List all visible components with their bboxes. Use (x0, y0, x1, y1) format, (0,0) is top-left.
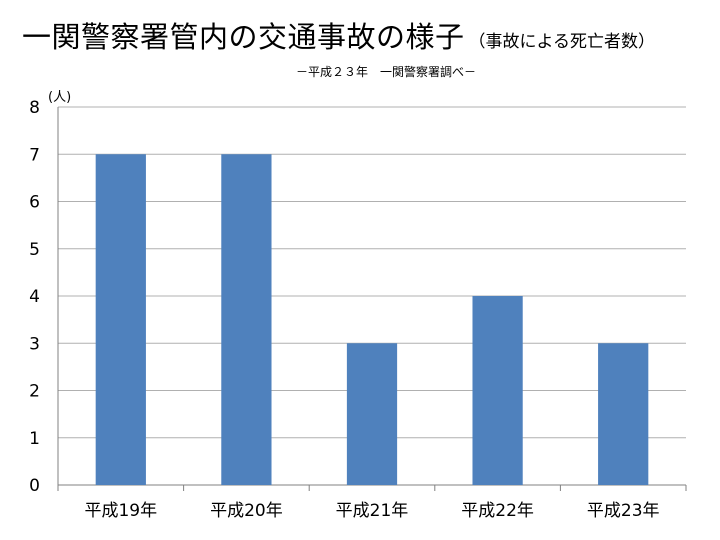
y-axis-unit: (人) (48, 90, 72, 105)
bar (598, 343, 649, 485)
chart-subtitle: －平成２３年 一関警察署調べ－ (296, 65, 477, 79)
x-tick-label: 平成20年 (210, 501, 283, 521)
bar (346, 343, 398, 485)
x-tick-label: 平成19年 (84, 501, 157, 521)
bar (472, 296, 523, 485)
x-tick-label: 平成23年 (587, 501, 660, 521)
x-tick-label: 平成21年 (336, 501, 409, 521)
y-tick-label: 8 (29, 98, 40, 118)
bar (221, 154, 272, 485)
y-tick-label: 2 (29, 382, 40, 402)
y-tick-label: 1 (29, 429, 40, 449)
y-tick-label: 0 (29, 476, 40, 496)
x-tick-label: 平成22年 (461, 501, 534, 521)
y-tick-label: 4 (29, 287, 40, 307)
y-tick-label: 5 (29, 240, 40, 260)
y-tick-label: 3 (29, 334, 40, 354)
y-tick-label: 7 (29, 145, 40, 165)
chart-title-main: 一関警察署管内の交通事故の様子 (22, 20, 465, 54)
bar (95, 154, 146, 485)
chart-title: 一関警察署管内の交通事故の様子 （事故による死亡者数） (22, 14, 655, 56)
chart-title-sub: （事故による死亡者数） (468, 32, 656, 52)
y-tick-label: 6 (29, 193, 40, 213)
